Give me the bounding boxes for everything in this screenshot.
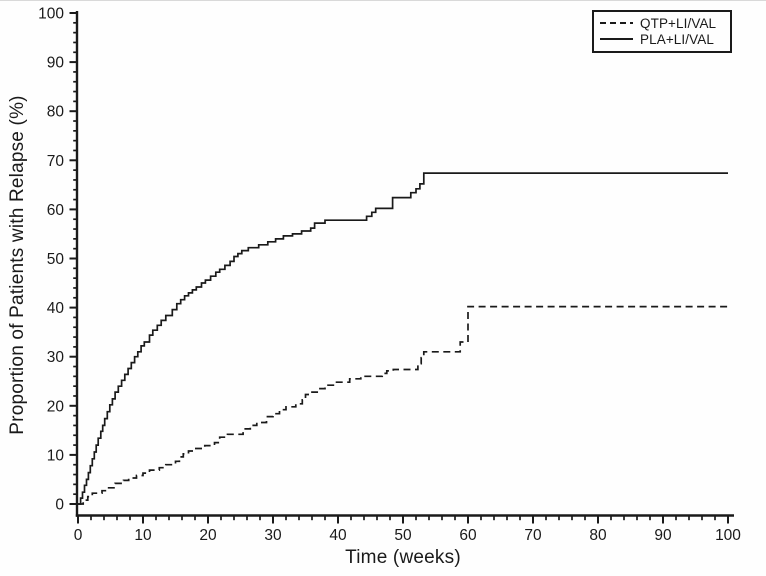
survival-curves <box>78 172 728 505</box>
legend-label-qtp: QTP+LI/VAL <box>640 15 717 31</box>
series-line-pla-li-val <box>78 172 728 505</box>
x-tick-label: 70 <box>524 527 542 544</box>
y-tick-label: 30 <box>47 349 65 366</box>
x-tick-label: 20 <box>199 527 217 544</box>
y-tick-label: 0 <box>55 497 64 514</box>
legend-label-pla: PLA+LI/VAL <box>640 31 714 47</box>
y-tick-label: 60 <box>47 202 65 219</box>
x-tick-label: 60 <box>459 527 477 544</box>
x-tick-label: 80 <box>589 527 607 544</box>
legend-item-qtp: QTP+LI/VAL <box>600 15 726 31</box>
legend-box: QTP+LI/VAL PLA+LI/VAL <box>592 10 732 53</box>
x-tick-label: 90 <box>654 527 672 544</box>
x-tick-label: 50 <box>394 527 412 544</box>
axis-ticks <box>69 12 729 524</box>
x-tick-label: 10 <box>134 527 152 544</box>
x-axis-title: Time (weeks) <box>345 547 461 568</box>
x-tick-label: 30 <box>264 527 282 544</box>
y-tick-label: 100 <box>38 6 64 23</box>
axis-tick-labels: 0 10 20 30 40 50 60 70 80 90 100 0 10 20 30 40 50 60 70 80 9… <box>38 6 741 545</box>
y-tick-label: 10 <box>47 447 65 464</box>
y-axis-title: Proportion of Patients with Relapse (%) <box>7 95 28 435</box>
y-tick-label: 70 <box>47 153 65 170</box>
y-tick-label: 50 <box>47 251 65 268</box>
x-tick-label: 0 <box>74 527 83 544</box>
legend-item-pla: PLA+LI/VAL <box>600 31 726 47</box>
y-tick-label: 80 <box>47 104 65 121</box>
y-tick-label: 40 <box>47 300 65 317</box>
axes <box>75 11 734 517</box>
dashed-line-icon <box>600 22 633 24</box>
x-tick-label: 40 <box>329 527 347 544</box>
series-line-qtp-li-val <box>78 305 728 505</box>
x-tick-label: 100 <box>715 527 741 544</box>
solid-line-icon <box>600 38 633 40</box>
y-tick-label: 90 <box>47 55 65 72</box>
y-tick-label: 20 <box>47 398 65 415</box>
